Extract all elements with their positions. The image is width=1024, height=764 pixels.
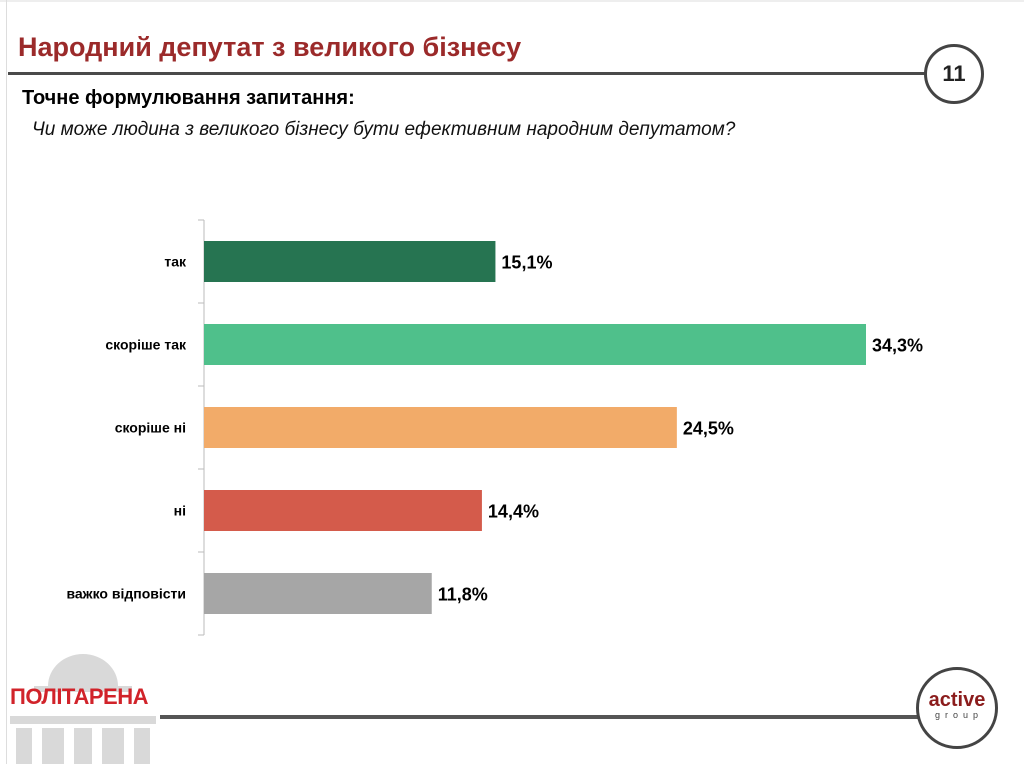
category-label: ні (174, 503, 186, 519)
question-label: Точне формулювання запитання: (22, 87, 355, 109)
data-label: 11,8% (438, 585, 488, 605)
logo-group-text: group (934, 710, 984, 720)
category-label: скоріше так (105, 337, 187, 353)
politarena-logo-building-icon (10, 654, 156, 764)
frame-left (6, 0, 7, 764)
logo-active-text: active (928, 689, 986, 711)
data-label: 24,5% (683, 419, 734, 439)
bar (204, 573, 432, 614)
active-group-logo: active group (916, 667, 998, 749)
frame-top (0, 0, 1024, 2)
bar (204, 407, 677, 448)
slide-title: Народний депутат з великого бізнесу (18, 32, 522, 62)
bar (204, 324, 866, 365)
bar (204, 490, 482, 531)
category-label: важко відповісти (66, 586, 186, 602)
data-label: 14,4% (488, 502, 539, 522)
category-label: так (164, 254, 187, 270)
page-number: 11 (924, 44, 984, 104)
category-label: скоріше ні (115, 420, 186, 436)
data-label: 34,3% (872, 336, 923, 356)
title-divider (8, 72, 926, 75)
bar-chart: так 15,1% скоріше так 34,3% скоріше ні 24,5% н… (66, 219, 923, 636)
footer-divider (160, 715, 920, 719)
bar (204, 241, 496, 282)
politarena-logo-text: ПОЛІТАРЕНА (10, 684, 149, 709)
data-label: 15,1% (501, 253, 552, 273)
question-text: Чи може людина з великого бізнесу бути е… (32, 119, 736, 140)
